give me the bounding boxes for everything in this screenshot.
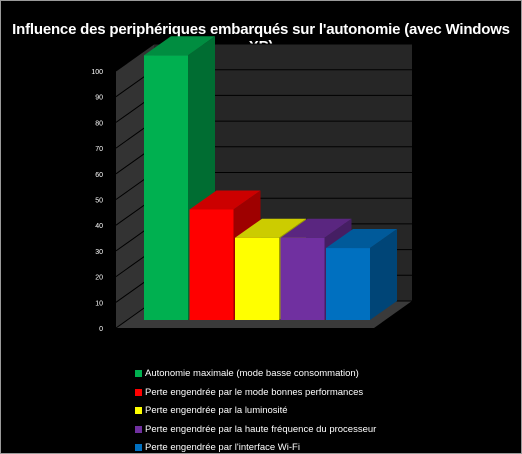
bar xyxy=(144,55,188,320)
legend-item: Autonomie maximale (mode basse consommat… xyxy=(135,365,376,384)
y-tick-label: 50 xyxy=(95,198,103,205)
bar xyxy=(280,237,325,320)
y-tick-label: 80 xyxy=(95,120,103,127)
bar xyxy=(326,248,370,320)
y-tick-label: 90 xyxy=(95,95,103,102)
legend-swatch xyxy=(135,407,142,414)
bar-top xyxy=(280,218,352,238)
legend-swatch xyxy=(135,425,142,433)
y-tick-label: 20 xyxy=(95,275,103,282)
legend-label: Perte engendrée par le mode bonnes perfo… xyxy=(145,386,364,398)
bar xyxy=(189,209,234,320)
y-tick-label: 30 xyxy=(95,249,103,256)
legend-item: Perte engendrée par le mode bonnes perfo… xyxy=(135,384,376,403)
y-tick-label: 40 xyxy=(95,223,103,230)
y-tick-label: 10 xyxy=(95,300,103,307)
legend-item: Perte engendrée par la luminosité xyxy=(135,402,376,421)
y-tick-label: 0 xyxy=(99,326,103,333)
legend-swatch xyxy=(135,370,142,377)
legend-item: Perte engendrée par l'interface Wi-Fi xyxy=(135,439,376,453)
bar xyxy=(235,237,279,320)
gridline xyxy=(115,43,412,72)
bar-top xyxy=(189,190,261,210)
legend-swatch xyxy=(135,444,142,451)
legend-item: Perte engendrée par la haute fréquence d… xyxy=(135,421,376,440)
legend-label: Perte engendrée par la haute fréquence d… xyxy=(145,423,377,435)
bar-top xyxy=(144,36,215,56)
chart-legend: Autonomie maximale (mode basse consommat… xyxy=(135,365,376,453)
bar-top xyxy=(326,229,397,249)
legend-label: Autonomie maximale (mode basse consommat… xyxy=(145,368,359,379)
y-tick-label: 100 xyxy=(91,69,103,76)
y-tick-label: 60 xyxy=(95,172,103,179)
legend-label: Perte engendrée par la luminosité xyxy=(145,405,288,416)
legend-label: Perte engendrée par l'interface Wi-Fi xyxy=(145,442,300,453)
bar-side xyxy=(370,229,397,320)
legend-swatch xyxy=(135,388,142,396)
y-tick-label: 70 xyxy=(95,146,103,153)
bar-top xyxy=(235,218,306,238)
